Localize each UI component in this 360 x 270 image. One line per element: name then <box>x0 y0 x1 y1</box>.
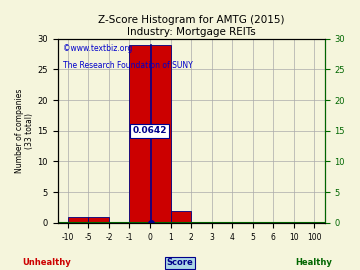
Text: The Research Foundation of SUNY: The Research Foundation of SUNY <box>63 61 193 70</box>
Text: 0.0642: 0.0642 <box>132 126 167 135</box>
Text: ©www.textbiz.org: ©www.textbiz.org <box>63 44 132 53</box>
Text: Score: Score <box>167 258 193 267</box>
Bar <box>171 211 191 223</box>
Bar <box>88 217 109 223</box>
Text: Unhealthy: Unhealthy <box>22 258 71 267</box>
Bar <box>68 217 88 223</box>
Y-axis label: Number of companies
(33 total): Number of companies (33 total) <box>15 89 35 173</box>
Bar <box>130 45 171 223</box>
Title: Z-Score Histogram for AMTG (2015)
Industry: Mortgage REITs: Z-Score Histogram for AMTG (2015) Indust… <box>98 15 284 37</box>
Text: Healthy: Healthy <box>295 258 332 267</box>
